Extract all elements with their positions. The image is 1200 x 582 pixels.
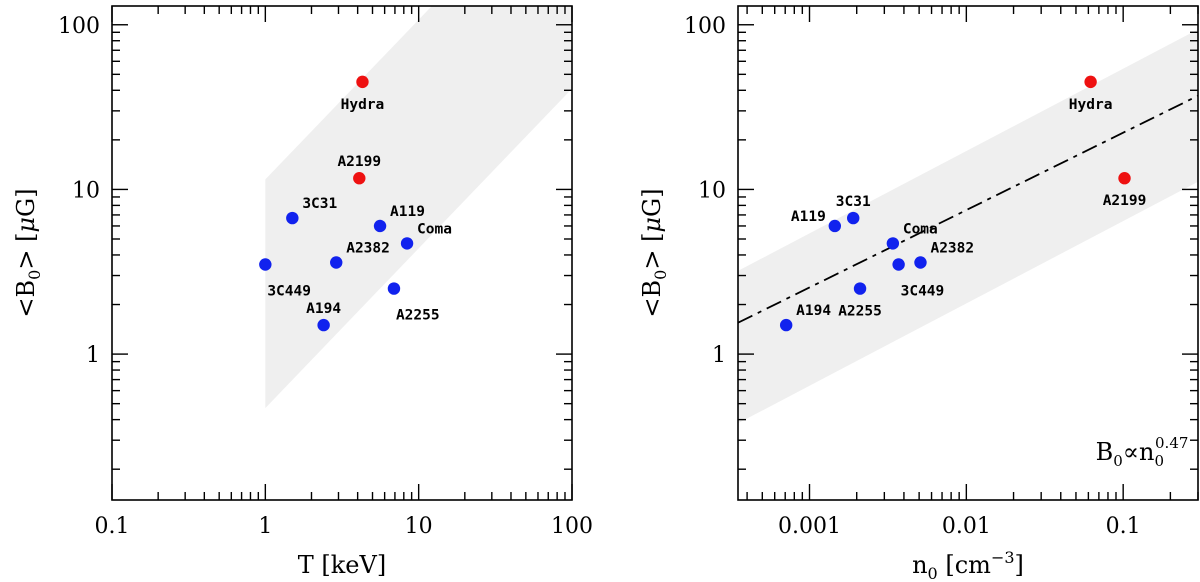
point-coma [400,237,414,250]
point-label-a194: A194 [796,303,831,319]
x-axis-label-part: [cm [938,551,991,579]
y-axis-label: <B0> [μG] [12,188,44,317]
point-label-3c449: 3C449 [267,284,311,300]
y-tick-label: 10 [72,178,100,203]
x-tick-label: 0.1 [95,514,130,539]
point-a194 [779,318,793,332]
point-a194 [317,318,330,332]
point-label-coma: Coma [417,221,452,237]
y-axis-label-sub: 0 [651,270,670,280]
axes-frame [111,5,573,501]
point-3c31 [286,211,299,225]
y-axis-label-part: > [ [12,233,40,270]
x-tick-label: 10 [405,514,433,539]
axes-frame [737,5,1199,501]
scatter-band [265,6,572,409]
y-tick-label: 1 [712,343,726,368]
point-label-a119: A119 [390,204,425,220]
y-tick-label: 1 [86,343,100,368]
annotation-part: n [1139,438,1154,466]
point-label-a2199: A2199 [337,154,381,170]
point-3c31 [847,211,860,225]
point-a2255 [853,282,867,295]
point-label-a2199: A2199 [1103,193,1147,209]
x-axis-label-part: n [912,551,927,579]
plot-area [738,29,1198,424]
x-tick-label: 1 [258,514,272,539]
point-coma [886,237,900,250]
point-label-a119: A119 [791,209,826,225]
left-panel: 0.1 1 10 100 1 10 100 T [keV] <B0> [μG] Hydra A219… [12,5,593,579]
y-axis-label: <B0> [μG] [638,188,670,317]
y-axis-label-greek: μ [638,217,666,233]
point-hydra [356,75,369,89]
point-a2199 [1118,172,1131,185]
annotation-sub: 0 [1154,452,1164,470]
point-label-a2382: A2382 [346,240,390,256]
x-axis-label-sub: 0 [928,564,938,582]
point-3c449 [259,258,272,271]
point-label-3c449: 3C449 [901,284,945,300]
point-label-hydra: Hydra [341,97,385,113]
point-a119 [373,219,387,233]
annotation-sub: 0 [1113,452,1123,470]
y-axis-label-part: G] [12,188,40,217]
point-label-hydra: Hydra [1069,97,1113,113]
point-3c449 [892,258,905,271]
annotation-part: B [1096,438,1114,466]
scatter-band [738,29,1198,424]
y-tick-label: 10 [698,178,726,203]
y-axis-label-part: G] [638,188,666,217]
y-axis-label-part: > [ [638,233,666,270]
x-tick-label: 0.001 [778,514,841,539]
point-a119 [828,219,842,233]
y-axis-label-part: <B [638,280,666,318]
point-label-3c31: 3C31 [302,196,337,212]
x-tick-label: 0.1 [1106,514,1141,539]
point-a2199 [353,172,366,185]
annotation-part: ∝ [1123,438,1139,466]
annotation-exp: 0.47 [1155,434,1188,452]
x-tick-label: 100 [551,514,593,539]
point-hydra [1084,75,1097,89]
y-tick-label: 100 [684,14,726,39]
y-axis-label-greek: μ [12,217,40,233]
point-a2382 [330,256,343,269]
point-label-a2255: A2255 [838,304,882,320]
point-label-a2382: A2382 [930,240,974,256]
x-axis-label: n0 [cm−3] [912,548,1024,582]
x-tick-label: 0.01 [942,514,991,539]
y-tick-label: 100 [58,14,100,39]
x-axis-label-sup: −3 [991,548,1015,567]
point-a2382 [914,256,927,269]
fit-line [738,94,1198,324]
point-label-3c31: 3C31 [836,194,871,210]
point-label-coma: Coma [903,221,938,237]
x-axis-label: T [keV] [298,551,386,579]
point-label-a194: A194 [306,301,341,317]
point-label-a2255: A2255 [396,308,440,324]
y-axis-label-part: <B [12,280,40,318]
point-a2255 [387,282,401,295]
x-axis-label-part: ] [1015,551,1024,579]
fit-annotation: B0∝n00.47 [1096,434,1189,470]
plot-area [265,6,572,409]
y-axis-label-sub: 0 [25,270,44,280]
